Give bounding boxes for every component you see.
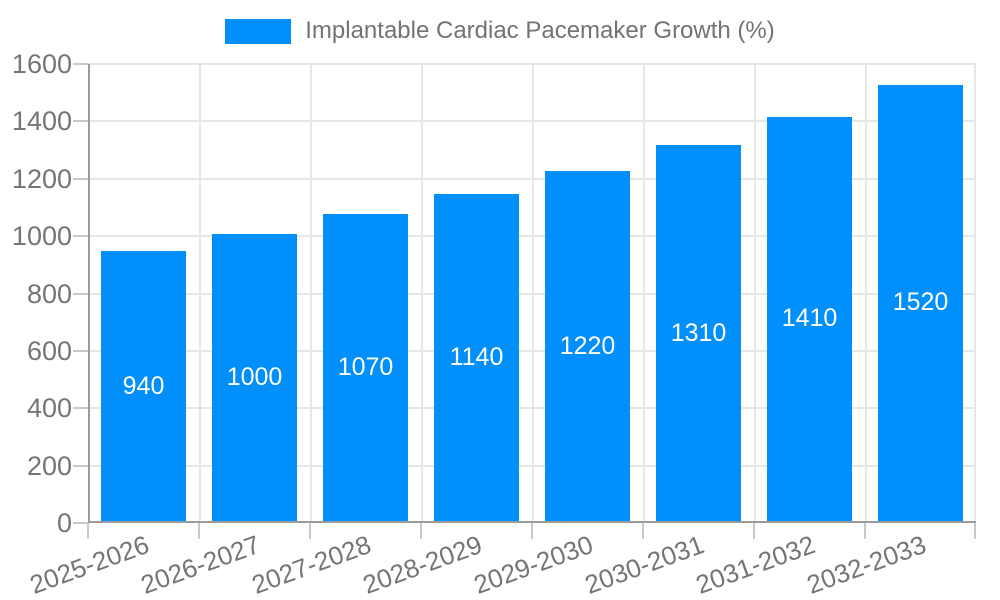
x-tick-label: 2028-2029 [358, 529, 487, 600]
bar[interactable]: 1140 [434, 193, 519, 521]
y-tick-mark [73, 235, 88, 238]
y-tick-mark [73, 63, 88, 65]
x-gridline [310, 64, 312, 523]
bar-value-label: 1310 [670, 318, 727, 347]
y-tick-label: 800 [26, 278, 72, 309]
x-tick-mark [753, 523, 755, 539]
y-tick-label: 1200 [11, 163, 72, 194]
x-tick-label: 2030-2031 [580, 529, 709, 600]
y-tick-mark [73, 407, 88, 410]
bar-value-label: 1070 [337, 353, 394, 382]
x-tick-mark [420, 523, 422, 539]
y-tick-label: 600 [26, 335, 72, 366]
legend[interactable]: Implantable Cardiac Pacemaker Growth (%) [0, 17, 1000, 45]
x-tick-mark [974, 523, 976, 539]
plot-area: 940 1000 1070 1140 1220 1310 1410 1520 [88, 63, 976, 523]
y-tick-mark [73, 292, 88, 295]
y-tick-mark [73, 464, 88, 467]
x-tick-label: 2026-2027 [136, 529, 265, 600]
y-tick-label: 1000 [11, 221, 72, 252]
x-gridline [421, 64, 423, 523]
bar-value-label: 1140 [449, 342, 504, 371]
x-gridline [754, 64, 756, 523]
x-tick-mark [309, 523, 311, 539]
x-gridline [643, 64, 645, 523]
legend-label: Implantable Cardiac Pacemaker Growth (%) [305, 17, 775, 44]
x-gridline [865, 64, 867, 523]
legend-swatch-icon [225, 18, 292, 44]
y-tick-label: 400 [26, 393, 72, 424]
x-tick-mark [864, 523, 866, 539]
bar[interactable]: 1310 [656, 145, 741, 521]
x-gridline [532, 64, 534, 523]
bar[interactable]: 1070 [323, 214, 408, 521]
bar-value-label: 1220 [559, 331, 616, 360]
y-tick-mark [73, 177, 88, 180]
x-gridline [199, 64, 201, 523]
x-tick-mark [531, 523, 533, 539]
bar[interactable]: 1220 [545, 171, 630, 521]
y-tick-label: 200 [26, 450, 72, 481]
x-axis-line [88, 521, 976, 523]
x-tick-mark [87, 523, 89, 539]
y-tick-mark [73, 522, 88, 524]
x-tick-label: 2025-2026 [25, 529, 154, 600]
x-tick-label: 2032-2033 [802, 529, 931, 600]
x-tick-mark [198, 523, 200, 539]
x-tick-label: 2027-2028 [247, 529, 376, 600]
bar[interactable]: 1410 [767, 116, 852, 521]
y-tick-mark [73, 349, 88, 352]
bar-value-label: 1410 [781, 304, 838, 333]
bar-value-label: 940 [122, 371, 165, 400]
y-tick-label: 1400 [11, 106, 72, 137]
x-tick-mark [642, 523, 644, 539]
bar[interactable]: 1000 [212, 234, 297, 521]
x-gridline [974, 64, 976, 523]
x-tick-label: 2031-2032 [691, 529, 820, 600]
bar[interactable]: 940 [101, 251, 186, 521]
y-tick-label: 0 [56, 508, 72, 538]
bar-value-label: 1520 [892, 288, 949, 317]
y-tick-label: 1600 [11, 49, 72, 79]
bar-value-label: 1000 [226, 363, 283, 392]
y-tick-mark [73, 120, 88, 123]
y-axis-line [88, 64, 90, 523]
x-tick-label: 2029-2030 [469, 529, 598, 600]
bar[interactable]: 1520 [878, 84, 963, 521]
